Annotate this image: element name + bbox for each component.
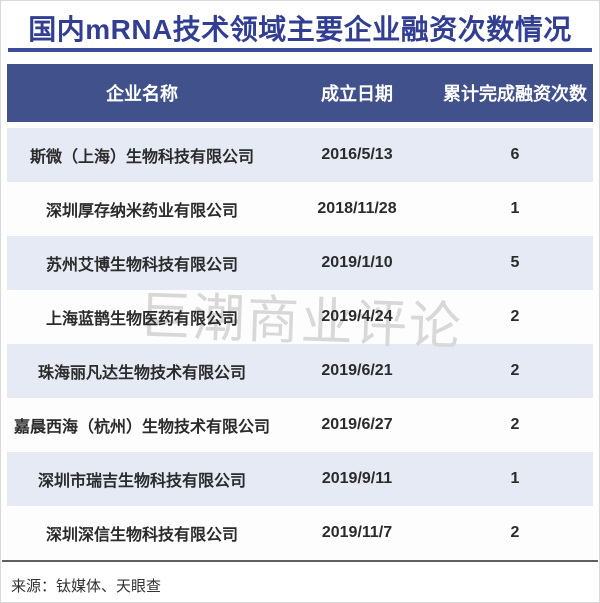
founded-date: 2016/5/13 [321,146,393,163]
column-header-company: 企业名称 [106,84,178,104]
company-name: 深圳深信生物科技有限公司 [45,527,238,544]
company-name: 深圳厚存纳米药业有限公司 [45,203,238,220]
footer-divider [2,560,598,562]
company-name: 斯微（上海）生物科技有限公司 [29,149,254,166]
founded-date: 2019/1/10 [321,254,393,271]
table-row: 苏州艾博生物科技有限公司 2019/1/10 5 [7,236,593,290]
company-name: 珠海丽凡达生物技术有限公司 [37,365,246,382]
source-caption: 来源：钛媒体、天眼查 [11,578,162,595]
founded-date: 2018/11/28 [317,200,397,217]
financing-count: 5 [510,254,520,271]
table-body: 斯微（上海）生物科技有限公司 2016/5/13 6 深圳厚存纳米药业有限公司 … [7,128,593,560]
company-name: 嘉晨西海（杭州）生物技术有限公司 [13,419,270,436]
financing-count: 1 [510,200,520,217]
financing-count: 2 [510,416,520,433]
financing-count: 2 [510,308,520,325]
financing-count: 2 [510,362,520,379]
founded-date: 2019/6/27 [321,416,393,433]
column-header-financing-count: 累计完成融资次数 [443,84,587,104]
title-divider [8,48,592,52]
founded-date: 2019/9/11 [321,470,393,487]
founded-date: 2019/11/7 [321,524,393,541]
financing-count: 2 [510,524,520,541]
table-header-row: 企业名称 成立日期 累计完成融资次数 [7,64,593,122]
column-header-founded-date: 成立日期 [321,84,393,104]
table-row: 深圳厚存纳米药业有限公司 2018/11/28 1 [7,182,593,236]
table-row: 嘉晨西海（杭州）生物技术有限公司 2019/6/27 2 [7,398,593,452]
table-row: 斯微（上海）生物科技有限公司 2016/5/13 6 [7,128,593,182]
financing-count: 6 [510,146,520,163]
table-row: 珠海丽凡达生物技术有限公司 2019/6/21 2 [7,344,593,398]
table-row: 上海蓝鹊生物医药有限公司 2019/4/24 2 [7,290,593,344]
table-row: 深圳深信生物科技有限公司 2019/11/7 2 [7,506,593,560]
founded-date: 2019/6/21 [321,362,393,379]
financing-count: 1 [510,470,520,487]
company-name: 上海蓝鹊生物医药有限公司 [45,311,238,328]
page-title: 国内mRNA技术领域主要企业融资次数情况 [28,14,572,45]
company-name: 深圳市瑞吉生物科技有限公司 [37,473,246,490]
company-name: 苏州艾博生物科技有限公司 [45,257,238,274]
financing-table: 企业名称 成立日期 累计完成融资次数 斯微（上海）生物科技有限公司 2016/5… [7,64,593,560]
table-row: 深圳市瑞吉生物科技有限公司 2019/9/11 1 [7,452,593,506]
founded-date: 2019/4/24 [321,308,393,325]
